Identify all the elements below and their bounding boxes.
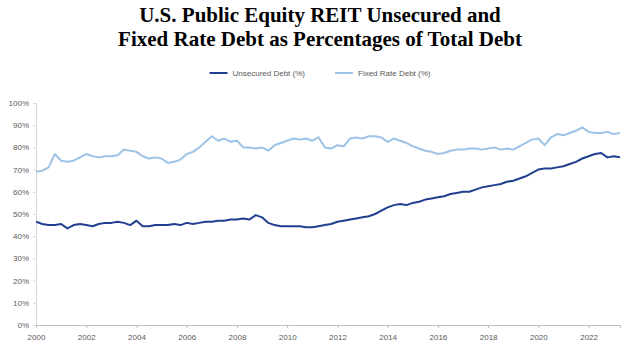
y-tick-label: 80%	[13, 143, 29, 152]
x-tick-mark	[287, 325, 288, 328]
y-tick-mark	[33, 170, 36, 171]
y-tick-mark	[33, 125, 36, 126]
x-tick-mark	[589, 325, 590, 328]
y-tick-label: 30%	[13, 254, 29, 263]
y-tick-label: 90%	[13, 121, 29, 130]
title: U.S. Public Equity REIT Unsecured and	[139, 3, 501, 27]
y-tick-mark	[33, 303, 36, 304]
lines	[36, 127, 620, 228]
y-axis-line	[33, 104, 37, 326]
y-tick-mark	[33, 147, 36, 148]
legend-label: Fixed Rate Debt (%)	[358, 69, 431, 78]
y-tick-mark	[33, 258, 36, 259]
x-tick: 2008	[229, 325, 247, 342]
y-tick-label: 70%	[13, 166, 29, 175]
x-tick: 2022	[580, 325, 598, 342]
y-tick-mark	[33, 281, 36, 282]
plot: 0%10%20%30%40%50%60%70%80%90%100%2000200…	[9, 99, 621, 342]
y-tick-label: 50%	[13, 210, 29, 219]
x-tick-label: 2020	[530, 333, 548, 342]
x-tick-label: 2012	[329, 333, 347, 342]
y-tick: 0%	[17, 321, 36, 330]
y-tick: 80%	[13, 143, 36, 152]
legend-item: Unsecured Debt (%)	[210, 69, 306, 78]
x-tick: 2018	[480, 325, 498, 342]
y-tick-mark	[33, 192, 36, 193]
x-tick-label: 2016	[429, 333, 447, 342]
y-tick-label: 100%	[9, 99, 29, 108]
legend-label: Unsecured Debt (%)	[233, 69, 306, 78]
chart: U.S. Public Equity REIT Unsecured andFix…	[0, 0, 640, 356]
x-axis: 2000 2002 2004 2006 2008 2010 2012 2014 2016 2018…	[28, 325, 621, 342]
x-tick: 2016	[429, 325, 447, 342]
x-tick-mark	[187, 325, 188, 328]
x-tick-label: 2002	[78, 333, 96, 342]
x-tick-label: 2000	[28, 333, 46, 342]
x-tick: 2010	[279, 325, 297, 342]
x-tick-mark	[488, 325, 489, 328]
x-tick-mark	[337, 325, 338, 328]
y-axis: 0% 10% 20% 30% 40% 50% 60% 70% 80% 90% 100%	[9, 99, 37, 330]
y-tick: 60%	[13, 188, 36, 197]
legend-item: Fixed Rate Debt (%)	[335, 69, 431, 78]
x-tick: 2004	[128, 325, 146, 342]
y-tick-label: 40%	[13, 232, 29, 241]
x-tick: 2014	[379, 325, 397, 342]
x-tick-label: 2008	[229, 333, 247, 342]
y-tick: 50%	[13, 210, 36, 219]
y-tick-label: 0%	[17, 321, 29, 330]
x-tick-mark	[36, 325, 37, 328]
x-tick: 2000	[28, 325, 46, 342]
series-line	[36, 127, 620, 171]
x-tick: 2020	[530, 325, 548, 342]
y-tick-mark	[33, 103, 36, 104]
x-tick-label: 2014	[379, 333, 397, 342]
legend: Unsecured Debt (%) Fixed Rate Debt (%)	[210, 69, 431, 78]
x-axis-line	[37, 326, 621, 329]
x-tick: 2012	[329, 325, 347, 342]
y-tick-label: 60%	[13, 188, 29, 197]
y-tick-mark	[33, 214, 36, 215]
x-tick-label: 2004	[128, 333, 146, 342]
x-tick-mark	[388, 325, 389, 328]
x-tick: 2006	[178, 325, 196, 342]
x-tick-label: 2022	[580, 333, 598, 342]
y-tick: 20%	[13, 277, 36, 286]
y-tick-label: 10%	[13, 299, 29, 308]
series-line	[36, 153, 620, 228]
x-tick-label: 2010	[279, 333, 297, 342]
x-tick-mark	[136, 325, 137, 328]
legend-swatch	[335, 72, 353, 74]
y-tick: 70%	[13, 166, 36, 175]
x-tick-label: 2006	[178, 333, 196, 342]
y-tick-mark	[33, 236, 36, 237]
title: Fixed Rate Debt as Percentages of Total …	[118, 27, 522, 51]
x-tick: 2002	[78, 325, 96, 342]
y-tick-mark	[33, 325, 36, 326]
x-tick-label: 2018	[480, 333, 498, 342]
x-tick-mark	[237, 325, 238, 328]
x-tick-mark	[86, 325, 87, 328]
y-tick: 90%	[13, 121, 36, 130]
y-tick: 100%	[9, 99, 36, 108]
x-tick-mark	[438, 325, 439, 328]
x-tick-mark	[538, 325, 539, 328]
y-tick: 30%	[13, 254, 36, 263]
y-tick: 10%	[13, 299, 36, 308]
y-tick: 40%	[13, 232, 36, 241]
y-tick-label: 20%	[13, 277, 29, 286]
legend-swatch	[210, 72, 228, 74]
